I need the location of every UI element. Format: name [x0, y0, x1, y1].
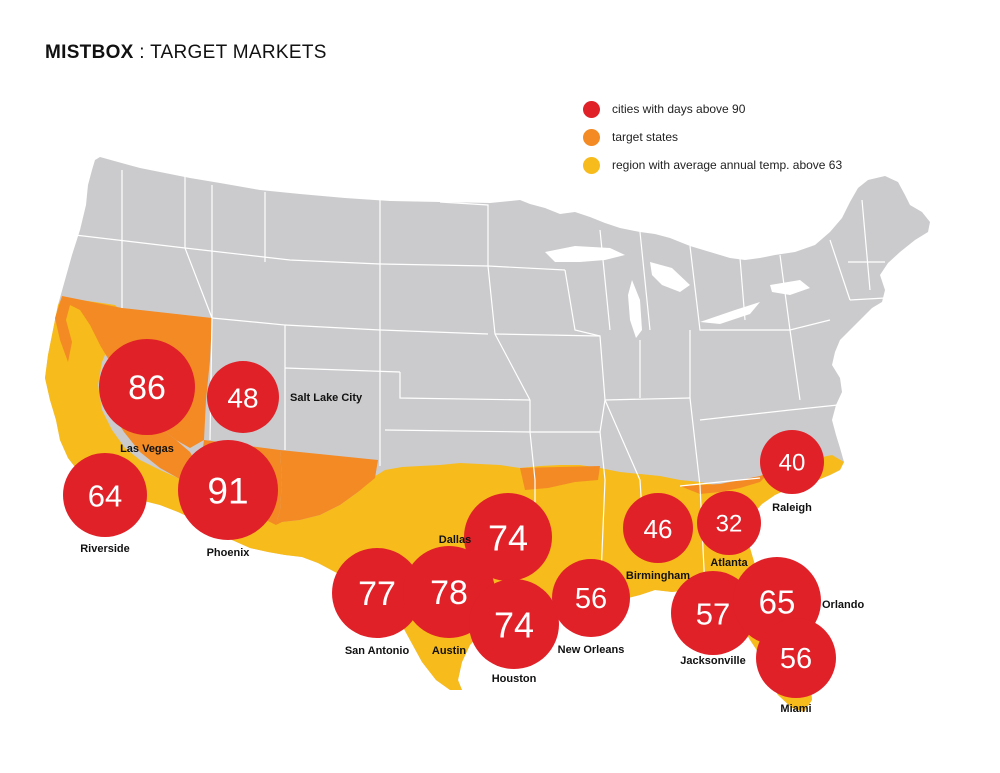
city-circle	[63, 453, 147, 537]
legend-item-target-states: target states	[583, 127, 678, 147]
red-dot-icon	[583, 100, 600, 118]
city-label-jacksonville: Jacksonville	[680, 655, 745, 667]
city-days-value: 64	[88, 479, 122, 514]
city-marker-san-antonio: 77	[332, 548, 422, 638]
city-circle	[760, 430, 824, 494]
title-text: : TARGET MARKETS	[133, 42, 327, 63]
city-label-austin: Austin	[432, 645, 467, 657]
city-label-san-antonio: San Antonio	[345, 645, 410, 657]
legend-label: target states	[612, 130, 679, 144]
city-days-value: 86	[128, 369, 166, 407]
city-days-value: 78	[430, 574, 468, 612]
legend-label: region with average annual temp. above 6…	[612, 158, 843, 172]
city-days-value: 57	[696, 597, 730, 632]
legend-item-cities: cities with days above 90	[583, 99, 745, 119]
city-label-raleigh: Raleigh	[772, 502, 812, 514]
city-days-value: 56	[780, 643, 812, 675]
city-label-birmingham: Birmingham	[626, 570, 690, 582]
temp-region-area	[45, 298, 844, 712]
city-marker-houston: 74	[469, 579, 559, 669]
city-circle	[207, 361, 279, 433]
city-days-value: 65	[759, 584, 796, 621]
city-label-las-vegas: Las Vegas	[120, 443, 174, 455]
city-circle	[469, 579, 559, 669]
state-borders	[74, 170, 886, 601]
city-circle	[332, 548, 422, 638]
city-days-value: 48	[227, 383, 258, 414]
city-marker-birmingham: 46	[623, 493, 693, 563]
city-marker-riverside: 64	[63, 453, 147, 537]
city-marker-raleigh: 40	[760, 430, 824, 494]
city-days-value: 32	[716, 511, 743, 538]
city-days-value: 91	[207, 471, 248, 512]
yellow-dot-icon	[583, 156, 600, 174]
great-lakes	[545, 246, 810, 338]
city-circle	[99, 339, 195, 435]
city-marker-dallas: 74	[464, 493, 552, 581]
page-title: MISTBOX : TARGET MARKETS	[45, 42, 327, 64]
target-state-carolinas-edge	[680, 472, 770, 494]
city-label-phoenix: Phoenix	[207, 547, 251, 559]
city-label-orlando: Orlando	[822, 599, 864, 611]
city-label-atlanta: Atlanta	[710, 557, 748, 569]
brand-name: MISTBOX	[45, 42, 134, 63]
city-circle	[178, 440, 278, 540]
legend-item-temp-region: region with average annual temp. above 6…	[583, 155, 842, 175]
city-label-new-orleans: New Orleans	[558, 644, 625, 656]
city-days-value: 74	[494, 605, 534, 646]
city-circle	[697, 491, 761, 555]
city-label-houston: Houston	[492, 673, 537, 685]
city-circle	[552, 559, 630, 637]
city-label-miami: Miami	[780, 703, 811, 715]
city-label-salt-lake-city: Salt Lake City	[290, 392, 363, 404]
city-marker-las-vegas: 86	[99, 339, 195, 435]
city-marker-new-orleans: 56	[552, 559, 630, 637]
target-state-arkansas-edge	[520, 466, 600, 490]
city-days-value: 46	[644, 514, 673, 544]
city-labels: Las Vegas Salt Lake City Riverside Phoenix D…	[80, 392, 864, 715]
city-days-value: 77	[358, 575, 396, 613]
city-markers: 86 48 64 91 74 77 78 74 56 46 32 40 57 65 56	[63, 339, 836, 698]
orange-dot-icon	[583, 128, 600, 146]
city-marker-miami: 56	[756, 618, 836, 698]
city-marker-salt-lake-city: 48	[207, 361, 279, 433]
city-label-riverside: Riverside	[80, 543, 130, 555]
city-marker-atlanta: 32	[697, 491, 761, 555]
legend-label: cities with days above 90	[612, 102, 746, 116]
city-circle	[756, 618, 836, 698]
city-label-dallas: Dallas	[439, 534, 471, 546]
city-days-value: 74	[488, 518, 528, 559]
target-state-new-mexico	[276, 450, 378, 525]
city-marker-phoenix: 91	[178, 440, 278, 540]
city-days-value: 40	[779, 450, 806, 477]
city-circle	[623, 493, 693, 563]
city-days-value: 56	[575, 583, 607, 615]
city-circle	[464, 493, 552, 581]
